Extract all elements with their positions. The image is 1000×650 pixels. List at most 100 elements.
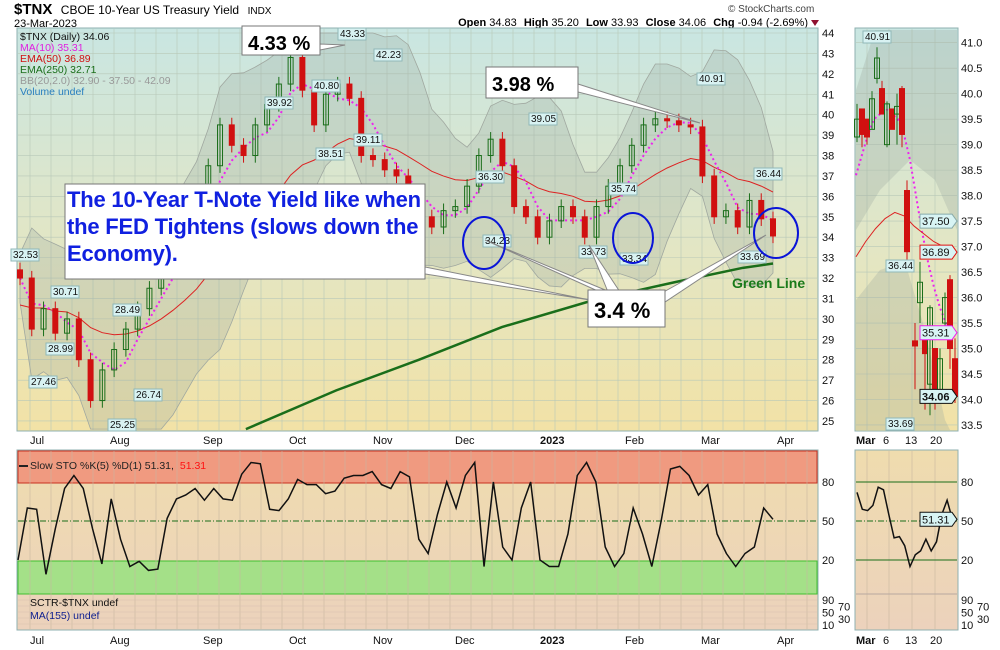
circle-marker (462, 216, 506, 270)
price-label-box (696, 72, 726, 86)
exchange: INDX (248, 6, 272, 17)
high-label: High (524, 17, 549, 29)
chg-value: -0.94 (-2.69%) (738, 17, 808, 29)
detail-sctr-y-tick-label: 30 (977, 614, 989, 626)
candle-body (381, 159, 388, 171)
y-tick-label: 34 (822, 232, 834, 244)
y-tick-label: 44 (822, 28, 834, 40)
price-label: 33.69 (740, 252, 765, 263)
x-tick-label: Sep (203, 635, 223, 647)
sctr-y-tick-label: 50 (822, 608, 834, 620)
detail-sto-panel (854, 449, 959, 631)
candle-body (605, 185, 612, 208)
price-label: 26.74 (136, 390, 161, 401)
price-label-box (885, 259, 915, 273)
candle-body (699, 126, 706, 177)
price-badge (919, 388, 958, 404)
candle-body (122, 328, 129, 351)
sto-y-tick-label: 80 (822, 477, 834, 489)
chg-label: Chg (713, 17, 734, 29)
legend-sto-d: 51.31 (180, 460, 206, 472)
detail-x-tick-label: Mar (856, 435, 876, 447)
detail-sctr-y-tick-label: 90 (961, 595, 973, 607)
candle-body (628, 144, 635, 167)
close-value: 34.06 (679, 17, 707, 29)
candle-body (111, 349, 118, 371)
x-tick-label: Sep (203, 435, 223, 447)
legend-sto-line: Slow STO %K(5) %D(1) 51.31, 51.31 (30, 460, 206, 472)
y-tick-label: 26 (822, 396, 834, 408)
detail-candle-body (912, 340, 918, 347)
y-tick-label: 41 (822, 89, 834, 101)
x-tick-label: Dec (455, 635, 475, 647)
close-label: Close (646, 17, 676, 29)
x-tick-label: Feb (625, 435, 644, 447)
y-tick-label: 28 (822, 355, 834, 367)
candle-body (511, 165, 518, 208)
candle-body (75, 318, 82, 361)
detail-candle-body (874, 57, 880, 79)
detail-y-tick-label: 37.0 (961, 242, 982, 254)
callout-second-peak (485, 66, 579, 99)
detail-y-tick-label: 38.0 (961, 191, 982, 203)
candle-body (640, 124, 647, 146)
candle-body (299, 57, 306, 91)
detail-sctr-y-tick-label: 50 (961, 608, 973, 620)
x-tick-label: Apr (777, 635, 794, 647)
price-label-box (10, 248, 40, 262)
candle-body (534, 216, 541, 238)
detail-sto-line (856, 486, 954, 569)
detail-y-tick-label: 34.5 (961, 369, 982, 381)
detail-y-tick-label: 35.5 (961, 318, 982, 330)
title-line: $TNX CBOE 10-Year US Treasury Yield INDX (14, 1, 272, 18)
candle-body (393, 169, 400, 177)
candle-body (722, 210, 729, 218)
note-text: The 10-Year T-Note Yield like when the F… (67, 187, 421, 266)
y-tick-label: 42 (822, 69, 834, 81)
sctr-y-tick-label: 30 (838, 614, 850, 626)
x-tick-label: Oct (289, 635, 306, 647)
legend-price: $TNX (Daily) 34.06 (20, 31, 109, 43)
candle-body (252, 124, 259, 157)
price-label: 36.44 (888, 261, 913, 272)
price-label-box (475, 170, 505, 184)
candle-body (581, 216, 588, 238)
candle-body (87, 359, 94, 402)
legend-ma10: MA(10) 35.31 (20, 42, 84, 54)
candle-body (664, 118, 671, 122)
sto-badge-label: 51.31 (922, 514, 950, 526)
candle-body (287, 57, 294, 85)
detail-bb-upper (856, 30, 957, 230)
candle-body (569, 206, 576, 218)
detail-y-tick-label: 39.5 (961, 114, 982, 126)
price-label-box (50, 285, 80, 299)
high-value: 35.20 (551, 17, 579, 29)
open-value: 34.83 (489, 17, 517, 29)
candle-body (711, 175, 718, 218)
detail-sto-y-tick-label: 50 (961, 516, 973, 528)
sto-line (17, 460, 774, 575)
price-label: 40.80 (314, 81, 339, 92)
candle-body (770, 218, 776, 237)
y-tick-label: 37 (822, 171, 834, 183)
detail-x-tick-label: 6 (883, 435, 889, 447)
circle-marker (753, 207, 799, 259)
detail-y-tick-label: 40.5 (961, 63, 982, 75)
detail-bb-lower (856, 262, 950, 430)
price-label-box (353, 133, 383, 147)
x-tick-label: Aug (110, 635, 130, 647)
x-tick-label: Jul (30, 435, 44, 447)
candle-body (322, 93, 329, 126)
sto-lines (17, 460, 957, 595)
detail-x-tick-label: 13 (905, 435, 917, 447)
detail-y-tick-label: 35.0 (961, 344, 982, 356)
overbought-band (17, 450, 818, 484)
grid (18, 29, 957, 629)
price-label-box (28, 375, 58, 389)
sctr-y-tick-label: 10 (822, 620, 834, 632)
y-tick-label: 35 (822, 212, 834, 224)
candle-body (758, 199, 765, 220)
detail-candle-body (889, 108, 895, 130)
price-label: 36.30 (478, 172, 503, 183)
